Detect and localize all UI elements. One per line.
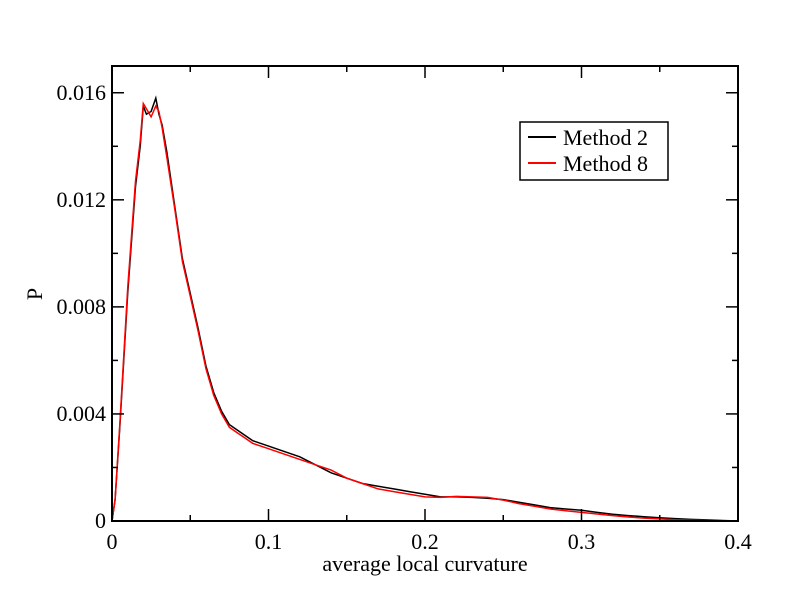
y-tick-label: 0.008 (57, 294, 107, 319)
y-tick-label: 0 (95, 508, 106, 533)
y-tick-label: 0.004 (57, 401, 107, 426)
tick-labels: 0 0.1 0.2 0.3 0.4 0 0.004 0.008 0.012 0.016 (57, 80, 752, 554)
legend: Method 2 Method 8 (519, 121, 669, 181)
legend-box (519, 121, 669, 181)
x-tick-label: 0 (107, 529, 118, 554)
legend-label-method-8: Method 8 (563, 151, 648, 176)
series-line-method-8 (111, 101, 739, 522)
x-axis-label: average local curvature (322, 551, 527, 576)
x-tick-label: 0.4 (724, 529, 752, 554)
y-tick-label: 0.012 (57, 187, 107, 212)
ticks-layer (111, 66, 739, 522)
series-layer (111, 95, 739, 522)
legend-label-method-2: Method 2 (563, 125, 648, 150)
x-tick-label: 0.3 (568, 529, 596, 554)
y-tick-label: 0.016 (57, 80, 107, 105)
x-tick-label: 0.1 (255, 529, 283, 554)
x-tick-label: 0.2 (411, 529, 439, 554)
y-axis-label: P (22, 288, 47, 300)
